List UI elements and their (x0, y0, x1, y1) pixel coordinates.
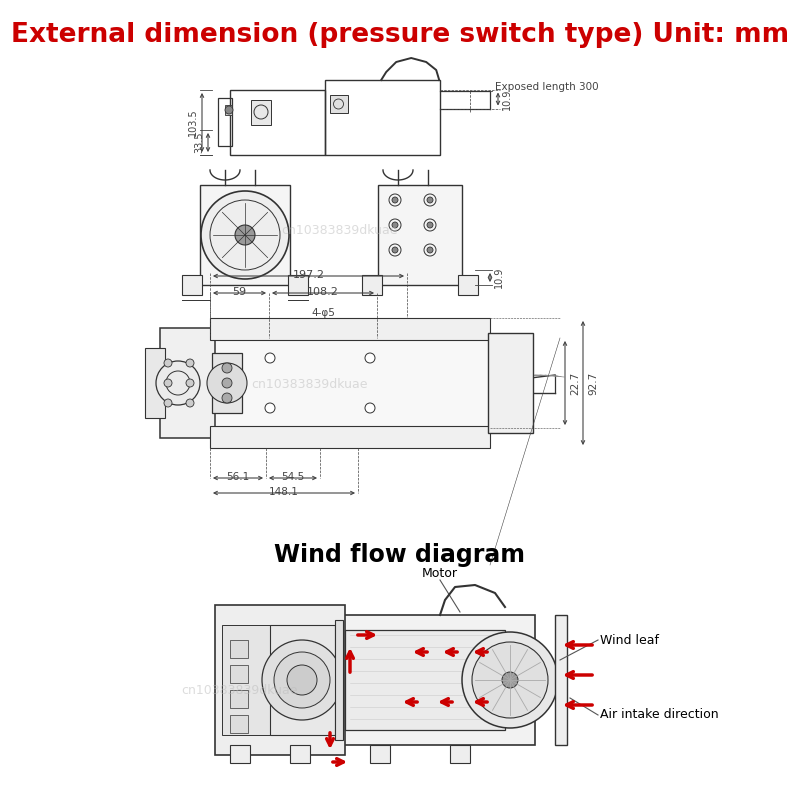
Text: Air intake direction: Air intake direction (600, 709, 718, 722)
Bar (210, 318, 490, 340)
Text: 33.5: 33.5 (194, 132, 204, 154)
Bar (160, 328, 215, 438)
Bar (450, 745, 470, 763)
Bar (458, 275, 478, 295)
Bar (370, 745, 390, 763)
Circle shape (427, 247, 433, 253)
Bar (230, 640, 248, 658)
Bar (218, 98, 232, 146)
Circle shape (201, 191, 289, 279)
Circle shape (265, 353, 275, 363)
Circle shape (392, 197, 398, 203)
Circle shape (265, 403, 275, 413)
Bar (555, 615, 567, 745)
Text: cn10383839dkuae: cn10383839dkuae (182, 683, 298, 697)
Bar (145, 348, 165, 418)
Bar (251, 100, 271, 125)
Bar (488, 333, 533, 433)
Circle shape (262, 640, 342, 720)
Text: Exposed length 300: Exposed length 300 (495, 82, 598, 93)
Text: 59: 59 (233, 287, 246, 297)
Bar (210, 426, 490, 448)
Bar (378, 185, 462, 285)
Bar (182, 275, 202, 295)
Bar (225, 105, 232, 115)
Bar (222, 625, 272, 735)
Circle shape (222, 363, 232, 373)
Circle shape (365, 403, 375, 413)
Ellipse shape (251, 322, 269, 336)
Text: Wind flow diagram: Wind flow diagram (274, 543, 526, 567)
Text: 22.7: 22.7 (570, 371, 580, 394)
Text: cn10383839dkuae: cn10383839dkuae (252, 378, 368, 391)
Bar (212, 353, 242, 413)
Text: 148.1: 148.1 (269, 487, 299, 497)
Circle shape (186, 399, 194, 407)
Circle shape (164, 399, 172, 407)
Bar (325, 80, 440, 155)
Circle shape (274, 652, 330, 708)
Circle shape (164, 379, 172, 387)
Bar (345, 630, 505, 730)
Circle shape (156, 361, 200, 405)
Circle shape (392, 222, 398, 228)
Ellipse shape (351, 322, 369, 336)
Bar (230, 90, 325, 155)
Bar (230, 715, 248, 733)
Bar (200, 185, 290, 285)
Text: 10.9: 10.9 (494, 267, 504, 288)
Bar (230, 665, 248, 683)
Ellipse shape (451, 322, 469, 336)
Circle shape (222, 378, 232, 388)
Circle shape (462, 632, 558, 728)
Bar (340, 615, 535, 745)
Circle shape (427, 222, 433, 228)
Text: 197.2: 197.2 (293, 270, 325, 280)
Bar (290, 745, 310, 763)
Ellipse shape (351, 430, 369, 444)
Text: 92.7: 92.7 (588, 371, 598, 394)
Circle shape (207, 363, 247, 403)
Bar (230, 745, 250, 763)
Bar (288, 275, 308, 295)
Circle shape (186, 379, 194, 387)
Circle shape (427, 197, 433, 203)
Circle shape (472, 642, 548, 718)
Bar (230, 690, 248, 708)
Text: 56.1: 56.1 (226, 472, 250, 482)
Circle shape (287, 665, 317, 695)
Text: 108.2: 108.2 (307, 287, 339, 297)
Text: 10.9: 10.9 (502, 88, 512, 110)
Circle shape (365, 353, 375, 363)
Circle shape (164, 359, 172, 367)
Text: 103.5: 103.5 (188, 109, 198, 136)
Text: External dimension (pressure switch type) Unit: mm: External dimension (pressure switch type… (11, 22, 789, 48)
Text: Wind leaf: Wind leaf (600, 634, 659, 646)
Circle shape (235, 225, 255, 245)
Circle shape (225, 106, 233, 114)
Bar (362, 275, 382, 295)
Bar (335, 620, 343, 740)
Text: 54.5: 54.5 (282, 472, 305, 482)
Circle shape (502, 672, 518, 688)
Text: 4-φ5: 4-φ5 (311, 308, 335, 318)
Bar (270, 625, 335, 735)
Bar (215, 605, 345, 755)
Ellipse shape (251, 430, 269, 444)
Ellipse shape (451, 430, 469, 444)
Bar (330, 95, 347, 113)
Text: cn10383839dkuae: cn10383839dkuae (282, 223, 398, 237)
Bar (210, 338, 490, 428)
Text: Motor: Motor (422, 567, 458, 580)
Circle shape (222, 393, 232, 403)
Circle shape (392, 247, 398, 253)
Circle shape (186, 359, 194, 367)
